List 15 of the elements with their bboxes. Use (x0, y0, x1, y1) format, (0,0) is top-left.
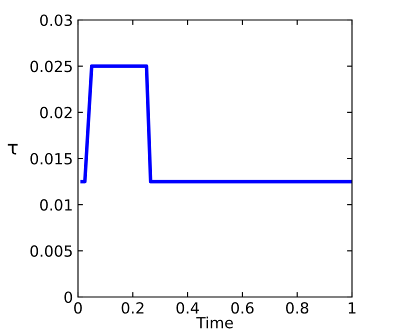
y-tick-label: 0.02 (40, 106, 72, 118)
y-tick-label: 0.015 (30, 152, 72, 165)
y-tick-label: 0.01 (40, 199, 72, 211)
y-tick-label: 0 (64, 291, 72, 304)
x-tick-label: 0.2 (122, 302, 144, 314)
y-axis-title: τ (8, 144, 18, 154)
y-tick-label: 0.025 (30, 60, 72, 72)
y-tick-label: 0.03 (40, 14, 72, 26)
y-tick-label: 0.005 (30, 245, 72, 257)
x-tick-label: 0.8 (286, 302, 308, 314)
x-tick-label: 0.4 (176, 302, 199, 314)
x-tick-label: 1 (348, 302, 356, 314)
x-tick-label: 0 (74, 302, 82, 314)
x-axis-title: Time (196, 316, 233, 328)
x-tick-label: 0.6 (231, 302, 254, 314)
